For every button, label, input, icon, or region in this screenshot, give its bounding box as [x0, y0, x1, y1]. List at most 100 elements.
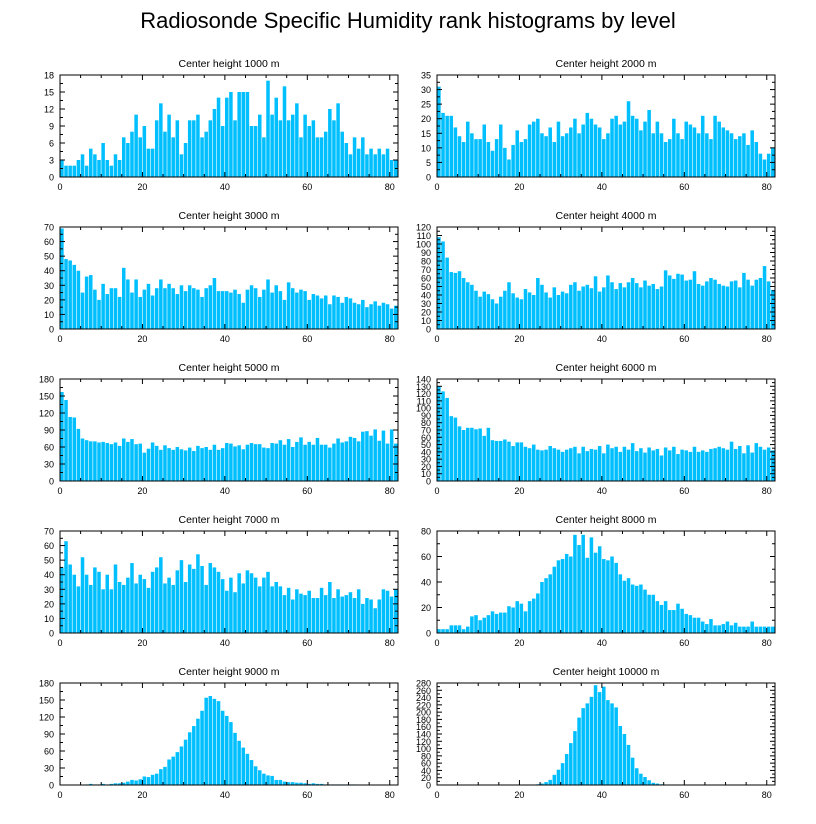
- x-tick-label: 0: [434, 486, 439, 496]
- histogram-bar: [630, 584, 635, 633]
- histogram-bar: [328, 447, 332, 481]
- histogram-bar: [93, 441, 97, 481]
- histogram-bar: [323, 295, 328, 329]
- y-tick-label: 20: [421, 462, 431, 472]
- histogram-bar: [581, 286, 585, 329]
- y-tick-label: 10: [421, 316, 431, 326]
- histogram-bar: [64, 259, 68, 329]
- histogram-bar: [361, 299, 365, 329]
- histogram-bar: [121, 267, 126, 329]
- histogram-bar: [560, 763, 565, 785]
- y-tick-label: 10: [421, 143, 431, 153]
- histogram-bar: [150, 442, 155, 481]
- histogram-bar: [295, 441, 299, 481]
- histogram-bar: [253, 577, 258, 633]
- y-tick-label: 120: [39, 713, 54, 723]
- histogram-bar: [655, 121, 660, 177]
- histogram-panel-9: Center height 9000 m 0 30 60 90 120 150 180 0 20 4…: [39, 666, 399, 800]
- x-tick-label: 20: [514, 334, 524, 344]
- histogram-bar: [564, 754, 569, 785]
- histogram-bar: [663, 142, 668, 177]
- y-tick-label: 25: [421, 100, 431, 110]
- histogram-bar: [126, 441, 130, 481]
- histogram-bar: [593, 552, 598, 633]
- histogram-bar: [643, 589, 647, 633]
- histogram-bar: [569, 448, 573, 481]
- histogram-bar: [89, 783, 93, 785]
- histogram-bar: [540, 284, 544, 329]
- histogram-bar: [700, 285, 705, 329]
- histogram-bar: [352, 302, 357, 329]
- histogram-bar: [643, 776, 647, 785]
- histogram-bar: [200, 565, 204, 633]
- y-tick-label: 90: [421, 411, 431, 421]
- histogram-bar: [200, 137, 204, 177]
- histogram-bar: [527, 292, 532, 329]
- histogram-bar: [602, 559, 606, 633]
- histogram-bar: [216, 701, 221, 785]
- histogram-bar: [323, 595, 328, 633]
- histogram-bar: [597, 127, 602, 177]
- histogram-bar: [589, 118, 594, 177]
- y-tick-label: 150: [39, 696, 54, 706]
- histogram-bar: [142, 776, 147, 785]
- histogram-bar: [700, 115, 705, 177]
- histogram-bar: [352, 598, 357, 633]
- histogram-bar: [713, 448, 717, 481]
- histogram-panel-4: Center height 4000 m01020304050607080901…: [416, 210, 776, 344]
- histogram-bar: [684, 121, 688, 177]
- y-tick-label: 40: [421, 447, 431, 457]
- histogram-bar: [84, 165, 89, 177]
- x-tick-label: 60: [302, 334, 312, 344]
- histogram-bar: [581, 446, 585, 481]
- y-tick-label: 20: [421, 773, 431, 783]
- histogram-bar: [597, 446, 602, 481]
- histogram-bar: [241, 92, 246, 177]
- histogram-bar: [274, 582, 279, 633]
- y-tick-label: 20: [44, 295, 54, 305]
- histogram-bar: [192, 288, 196, 329]
- histogram-bar: [295, 103, 299, 177]
- histogram-bar: [750, 452, 754, 481]
- histogram-bar: [212, 278, 217, 329]
- y-tick-label: 30: [421, 455, 431, 465]
- histogram-bar: [602, 139, 606, 177]
- y-tick-label: 20: [421, 114, 431, 124]
- histogram-bar: [290, 114, 295, 177]
- histogram-bar: [569, 743, 573, 785]
- histogram-bar: [163, 766, 167, 785]
- histogram-bar: [109, 288, 114, 329]
- histogram-bar: [266, 775, 270, 785]
- histogram-bar: [721, 127, 726, 177]
- histogram-bar: [577, 290, 581, 329]
- histogram-bar: [101, 589, 105, 633]
- histogram-bar: [742, 133, 746, 177]
- x-tick-label: 40: [220, 334, 230, 344]
- histogram-bar: [667, 139, 672, 177]
- histogram-bar: [498, 296, 503, 329]
- histogram-bar: [478, 620, 482, 633]
- histogram-bar: [585, 557, 590, 633]
- histogram-bar: [626, 101, 631, 177]
- histogram-bar: [282, 595, 287, 633]
- y-tick-label: 80: [421, 257, 431, 267]
- histogram-bar: [208, 563, 213, 633]
- histogram-bar: [507, 159, 511, 177]
- histogram-bar: [258, 444, 262, 481]
- y-tick-label: 60: [44, 747, 54, 757]
- x-tick-label: 20: [514, 638, 524, 648]
- histogram-bar: [437, 629, 441, 633]
- page-title: Radiosonde Specific Humidity rank histog…: [140, 8, 676, 33]
- histogram-bar: [746, 445, 750, 481]
- histogram-bar: [692, 271, 697, 329]
- y-tick-label: 0: [426, 781, 431, 791]
- x-tick-label: 0: [57, 182, 62, 192]
- histogram-bar: [449, 625, 454, 633]
- histogram-bar: [80, 438, 85, 481]
- histogram-bar: [569, 284, 573, 329]
- y-tick-label: 240: [416, 693, 431, 703]
- histogram-bar: [336, 296, 340, 329]
- histogram-bar: [470, 133, 474, 177]
- histogram-bar: [478, 428, 482, 481]
- x-tick-label: 80: [762, 182, 772, 192]
